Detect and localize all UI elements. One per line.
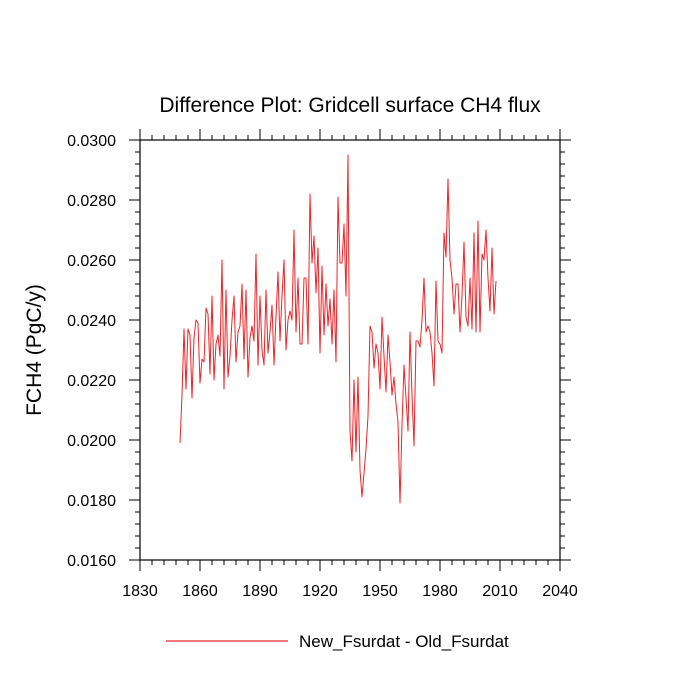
chart-title: Difference Plot: Gridcell surface CH4 fl… [159,94,541,117]
x-tick-label: 1860 [182,583,218,600]
tick-labels-layer: 1830 1860 1890 1920 1950 1980 2010 2040 0.0160 0.… [67,133,578,600]
x-tick-label: 1950 [362,583,398,600]
y-tick-label: 0.0220 [67,373,116,390]
x-tick-label: 1980 [422,583,458,600]
y-tick-label: 0.0280 [67,193,116,210]
x-tick-label: 1830 [122,583,158,600]
y-tick-label: 0.0260 [67,253,116,270]
y-tick-label: 0.0300 [67,133,116,150]
x-tick-label: 2040 [542,583,578,600]
x-tick-label: 1890 [242,583,278,600]
ticks-layer [129,129,571,571]
y-tick-label: 0.0180 [67,493,116,510]
y-tick-label: 0.0200 [67,433,116,450]
plot-frame [139,139,561,561]
x-tick-label: 1920 [302,583,338,600]
legend: New_Fsurdat - Old_Fsurdat [166,632,509,651]
legend-label: New_Fsurdat - Old_Fsurdat [299,632,509,651]
series-line [179,154,497,504]
y-tick-label: 0.0240 [67,313,116,330]
y-axis-label: FCH4 (PgC/y) [23,284,46,416]
y-axis-label-group: FCH4 (PgC/y) [23,284,46,416]
x-tick-label: 2010 [482,583,518,600]
y-tick-label: 0.0160 [67,553,116,570]
